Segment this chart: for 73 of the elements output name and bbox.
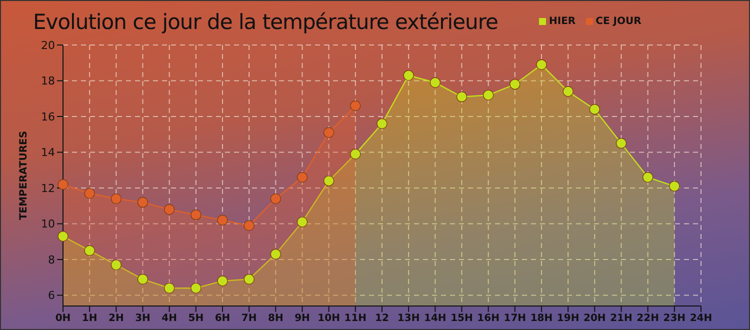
- point: [190, 210, 202, 220]
- legend-label: HIER: [548, 16, 576, 27]
- x-tick-label: 10H: [318, 313, 340, 324]
- y-tick-label: 20: [41, 38, 55, 52]
- point: [270, 248, 281, 260]
- point: [669, 180, 680, 192]
- x-tick-label: 1H: [82, 313, 98, 324]
- point: [190, 282, 202, 294]
- y-tick-label: 16: [41, 110, 55, 124]
- x-tick-label: 16H: [477, 313, 500, 324]
- x-tick-label: 0H: [55, 313, 71, 324]
- point: [483, 90, 494, 100]
- point: [350, 100, 361, 112]
- x-tick-label: 8H: [268, 313, 284, 324]
- point: [58, 230, 68, 242]
- x-tick-label: 6H: [214, 313, 230, 324]
- x-tick-label: 3H: [135, 313, 150, 324]
- point: [324, 127, 334, 138]
- x-tick-label: 23H: [663, 313, 686, 324]
- x-tick-label: 24H: [690, 313, 712, 324]
- x-tick-label: 21H: [610, 313, 632, 324]
- point: [324, 176, 334, 186]
- point: [562, 86, 574, 97]
- point: [110, 193, 122, 204]
- y-tick-label: 8: [48, 253, 55, 266]
- point: [164, 282, 175, 294]
- point: [296, 216, 308, 228]
- point: [110, 260, 122, 270]
- point: [296, 172, 308, 183]
- x-tick-label: 18H: [530, 313, 553, 324]
- x-tick-label: 17H: [504, 313, 526, 324]
- point: [536, 59, 547, 70]
- point: [84, 245, 95, 256]
- point: [616, 138, 627, 149]
- point: [217, 214, 228, 226]
- point: [137, 197, 148, 208]
- y-tick-label: 6: [48, 289, 55, 302]
- point: [350, 148, 361, 160]
- x-tick-label: 13H: [397, 313, 420, 324]
- point: [137, 274, 148, 284]
- point: [510, 79, 520, 90]
- x-tick-label: 14H: [424, 313, 446, 324]
- point: [244, 274, 254, 284]
- x-tick-label: 19H: [556, 313, 580, 324]
- point: [58, 179, 68, 190]
- point: [84, 188, 95, 199]
- x-tick-label: 20H: [584, 313, 606, 324]
- x-tick-label: 5H: [188, 313, 204, 324]
- x-tick-label: 12: [375, 313, 389, 324]
- y-tick-label: 10: [41, 218, 55, 231]
- legend-label: CE JOUR: [594, 16, 642, 27]
- x-tick-label: 2H: [108, 313, 124, 324]
- point: [456, 92, 468, 102]
- y-tick-label: 14: [41, 146, 55, 160]
- point: [430, 77, 440, 88]
- y-tick-label: 18: [41, 74, 55, 88]
- point: [217, 276, 228, 286]
- x-tick-label: 7H: [241, 313, 257, 324]
- point: [642, 172, 654, 183]
- point: [403, 70, 414, 81]
- chart-title: Evolution ce jour de la température extérieure: [33, 10, 498, 34]
- x-tick-label: 22H: [636, 313, 659, 324]
- point: [589, 104, 600, 115]
- point: [270, 193, 281, 204]
- x-tick-label: 9H: [294, 313, 310, 324]
- x-tick-label: 15H: [450, 313, 473, 324]
- x-tick-label: 11H: [344, 313, 367, 324]
- point: [376, 118, 388, 129]
- y-tick-label: 12: [41, 182, 55, 195]
- point: [164, 204, 175, 215]
- point: [244, 220, 254, 231]
- x-tick-label: 4H: [162, 313, 177, 324]
- y-axis-title: TEMPERATURES: [18, 130, 30, 220]
